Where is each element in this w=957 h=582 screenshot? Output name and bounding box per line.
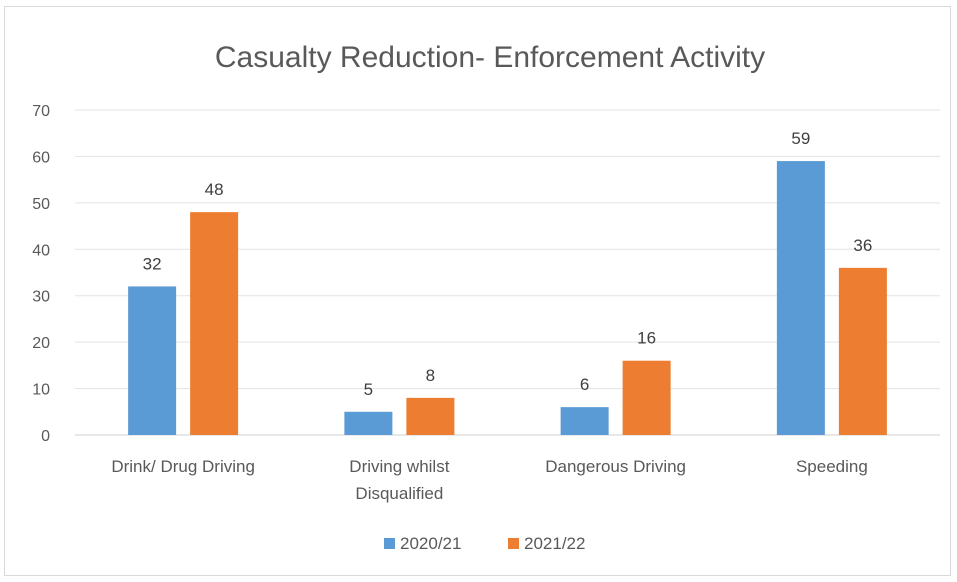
bars <box>128 161 887 435</box>
y-tick-label: 0 <box>41 428 50 445</box>
data-label: 6 <box>580 375 589 394</box>
bar <box>128 286 176 435</box>
legend-label: 2020/21 <box>400 534 461 553</box>
bar <box>839 268 887 435</box>
legend-label: 2021/22 <box>524 534 585 553</box>
data-label: 8 <box>426 366 435 385</box>
y-tick-label: 30 <box>32 289 50 306</box>
x-axis-categories: Drink/ Drug Driving Driving whilst Disqual… <box>111 457 867 503</box>
data-labels: 32 48 5 8 6 16 59 36 <box>143 129 873 399</box>
y-tick-label: 10 <box>32 382 50 399</box>
y-tick-label: 20 <box>32 335 50 352</box>
legend: 2020/21 2021/22 <box>384 534 585 553</box>
data-label: 59 <box>791 129 810 148</box>
y-tick-label: 40 <box>32 242 50 259</box>
bar <box>561 407 609 435</box>
bar <box>344 412 392 435</box>
x-tick-label: Drink/ Drug Driving <box>111 457 255 476</box>
data-label: 48 <box>205 180 224 199</box>
legend-swatch <box>508 538 519 549</box>
chart-title: Casualty Reduction- Enforcement Activity <box>215 41 765 74</box>
x-tick-label: Driving whilst <box>349 457 449 476</box>
x-tick-label: Dangerous Driving <box>545 457 686 476</box>
y-tick-label: 70 <box>32 103 50 120</box>
legend-swatch <box>384 538 395 549</box>
bar <box>406 398 454 435</box>
x-tick-label: Disqualified <box>355 484 443 503</box>
data-label: 5 <box>364 380 373 399</box>
bar <box>623 361 671 435</box>
data-label: 32 <box>143 254 162 273</box>
bar <box>190 212 238 435</box>
y-tick-label: 50 <box>32 196 50 213</box>
y-tick-label: 60 <box>32 149 50 166</box>
data-label: 16 <box>637 329 656 348</box>
y-axis-ticks: 0 10 20 30 40 50 60 70 <box>32 103 50 445</box>
bar <box>777 161 825 435</box>
x-tick-label: Speeding <box>796 457 868 476</box>
data-label: 36 <box>853 236 872 255</box>
